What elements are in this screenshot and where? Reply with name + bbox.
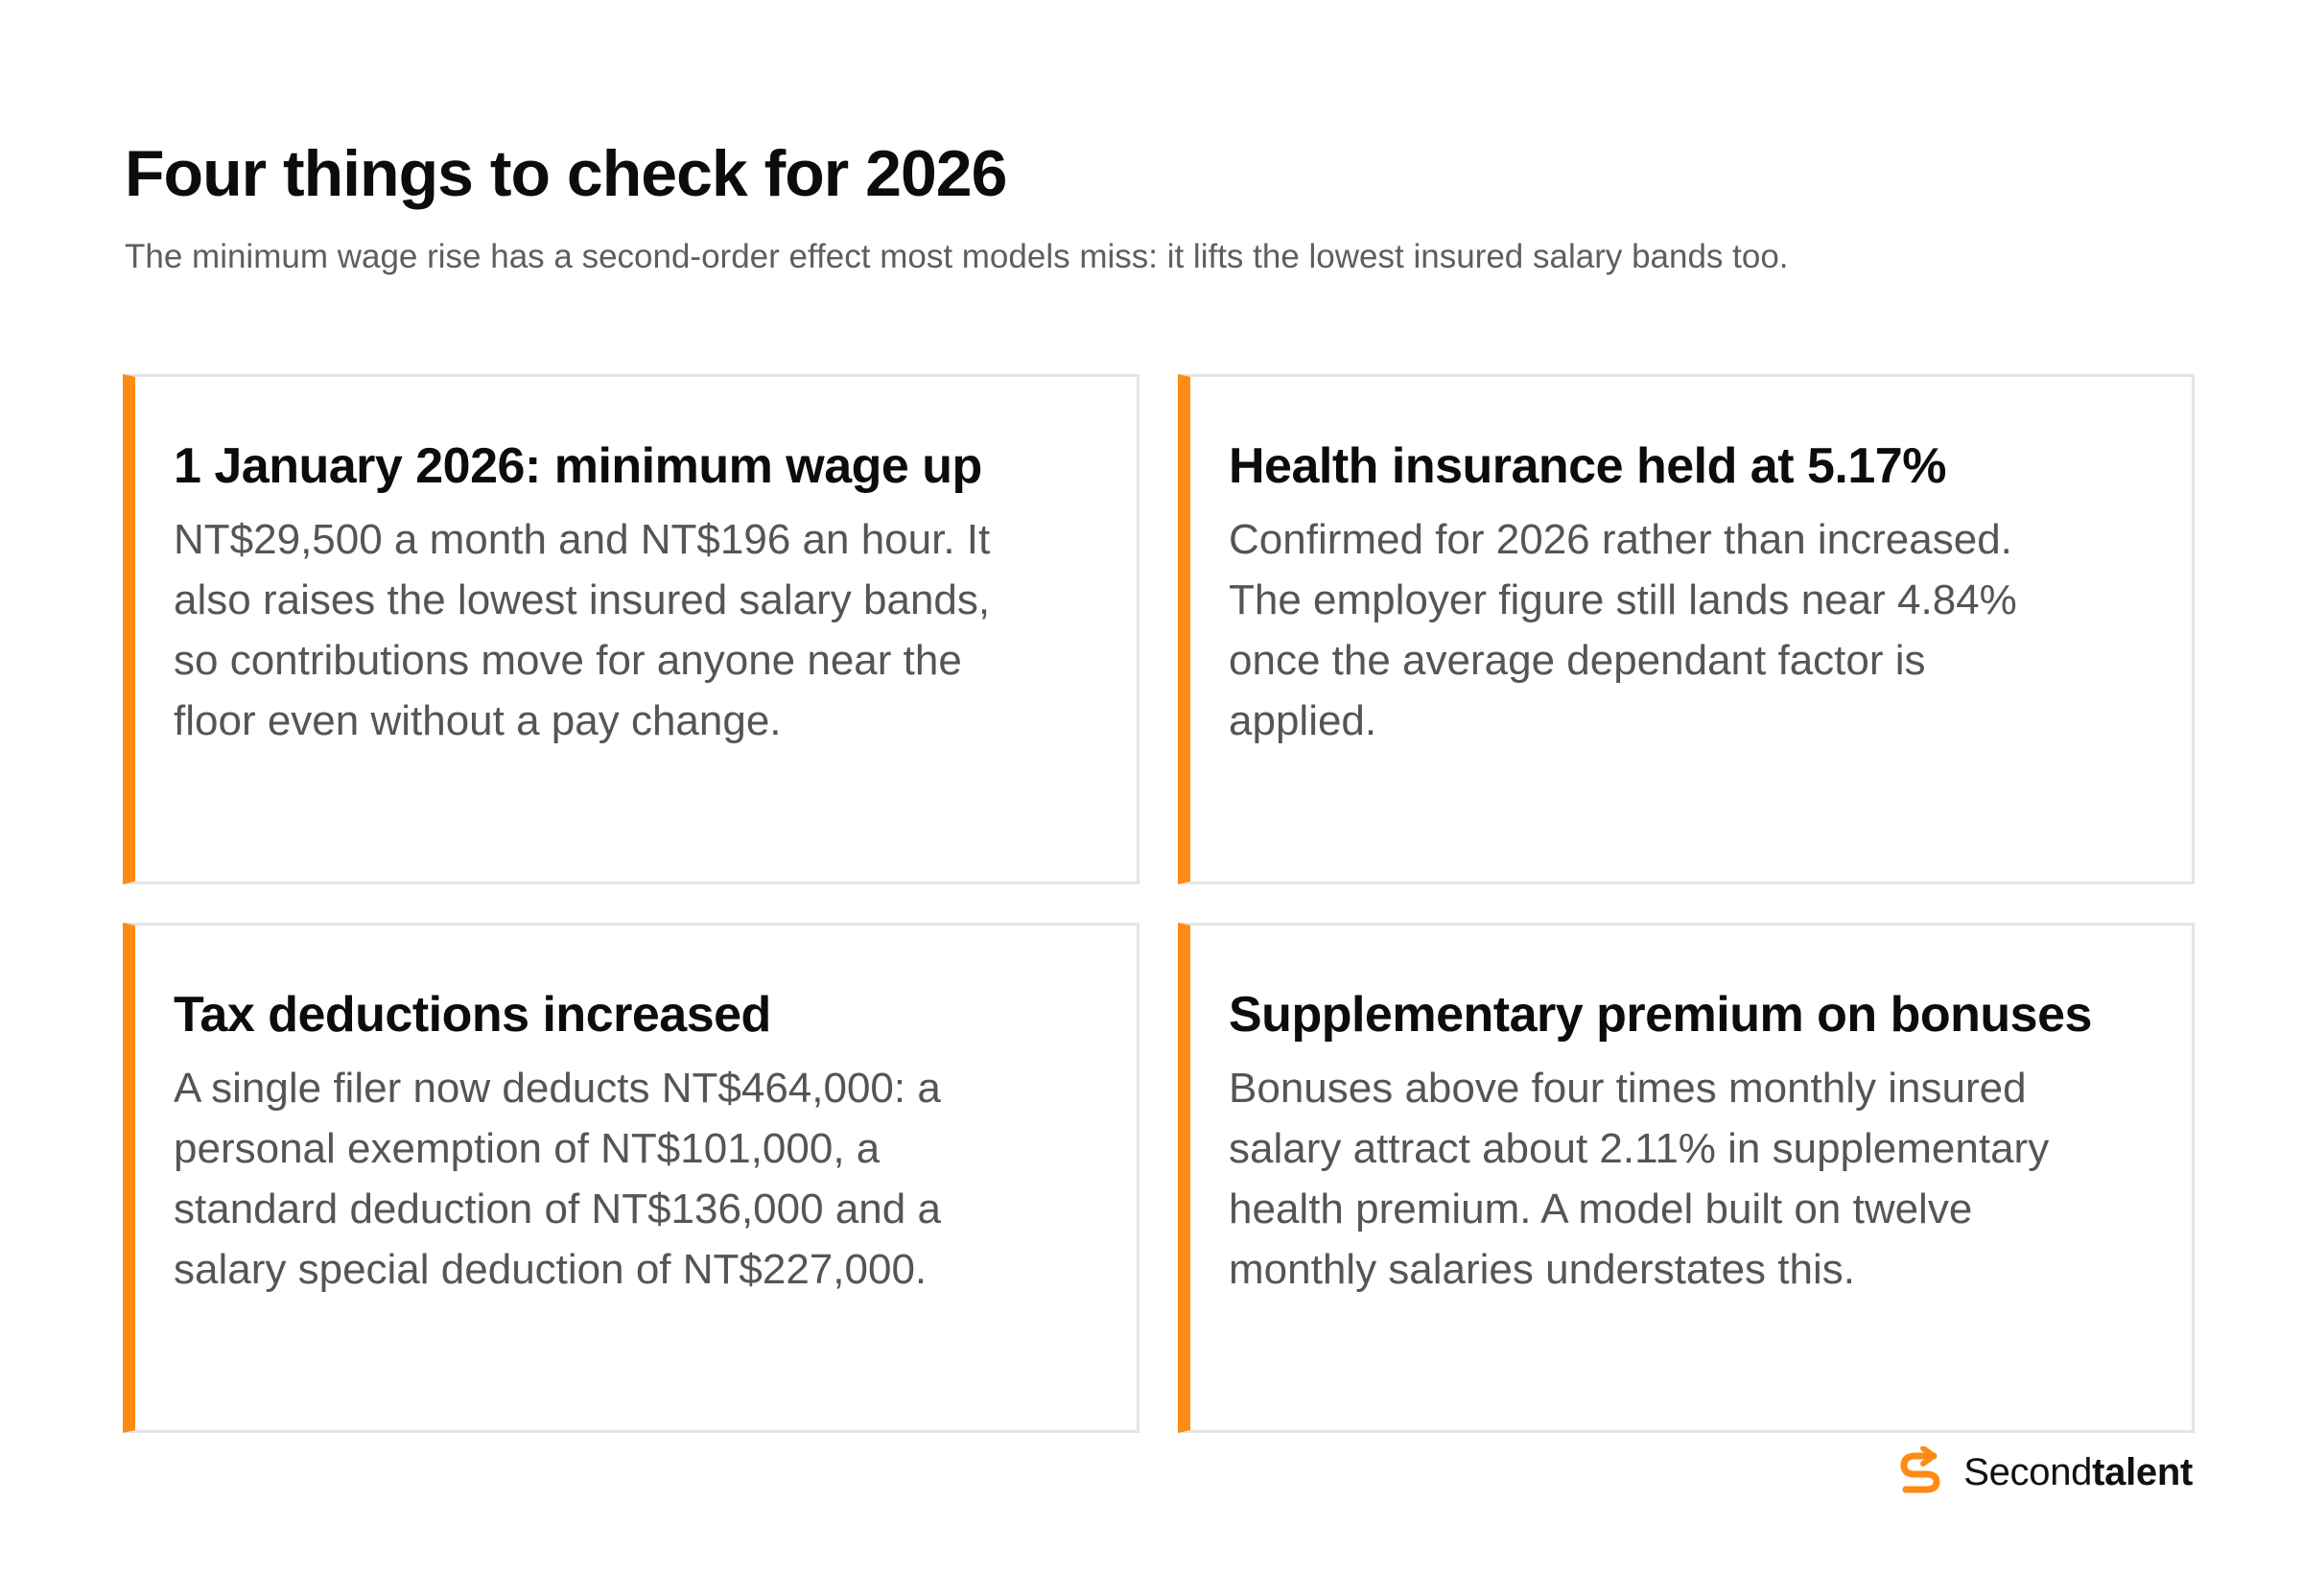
page-title: Four things to check for 2026 (125, 137, 1007, 210)
page-subtitle: The minimum wage rise has a second-order… (125, 238, 1789, 275)
card-supplementary-premium: Supplementary premium on bonuses Bonuses… (1178, 923, 2195, 1433)
card-minimum-wage: 1 January 2026: minimum wage up NT$29,50… (123, 374, 1139, 884)
card-health-insurance: Health insurance held at 5.17% Confirmed… (1178, 374, 2195, 884)
brand-name-bold: talent (2092, 1450, 2193, 1493)
card-body: Confirmed for 2026 rather than increased… (1229, 516, 2017, 745)
brand-name: Secondtalent (1963, 1451, 2193, 1494)
card-title: Tax deductions increased (174, 987, 771, 1043)
card-title: Supplementary premium on bonuses (1229, 987, 2092, 1043)
card-body: A single filer now deducts NT$464,000: a… (174, 1065, 941, 1294)
brand-logo: Secondtalent (1894, 1446, 2193, 1498)
card-tax-deductions: Tax deductions increased A single filer … (123, 923, 1139, 1433)
secondtalent-logo-icon (1900, 1446, 1940, 1493)
card-body: Bonuses above four times monthly insured… (1229, 1065, 2050, 1294)
card-title: 1 January 2026: minimum wage up (174, 438, 982, 494)
card-body: NT$29,500 a month and NT$196 an hour. It… (174, 516, 991, 745)
card-grid: 1 January 2026: minimum wage up NT$29,50… (123, 374, 2195, 1433)
card-title: Health insurance held at 5.17% (1229, 438, 1946, 494)
brand-name-regular: Second (1963, 1450, 2093, 1493)
